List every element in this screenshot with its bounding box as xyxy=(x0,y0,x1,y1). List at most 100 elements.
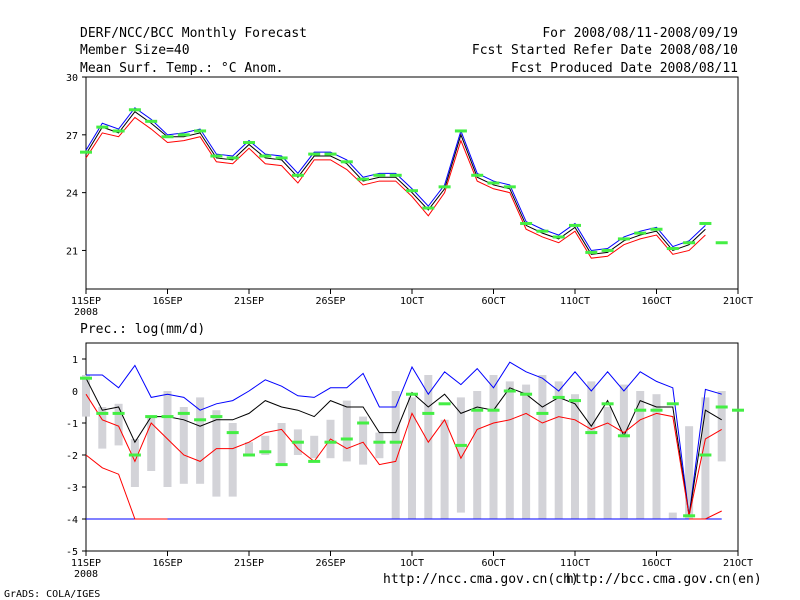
forecast-marker xyxy=(471,173,484,177)
forecast-marker xyxy=(145,119,158,123)
forecast-marker xyxy=(128,108,141,112)
spread-bar xyxy=(538,375,547,519)
forecast-marker xyxy=(715,241,728,245)
forecast-marker xyxy=(210,154,223,158)
spread-bar xyxy=(359,416,368,465)
forecast-marker xyxy=(357,177,370,181)
forecast-marker xyxy=(275,463,288,467)
forecast-marker xyxy=(340,160,353,164)
x-tick-label: 21SEP xyxy=(234,558,264,569)
upper-series-line xyxy=(86,361,722,516)
spread-bar xyxy=(196,397,205,484)
spread-bar xyxy=(636,391,645,519)
y-tick-label: -3 xyxy=(66,483,78,494)
spread-bar xyxy=(587,381,596,519)
forecast-marker xyxy=(243,141,255,145)
spread-bar xyxy=(114,403,123,446)
forecast-marker xyxy=(520,221,533,225)
forecast-marker xyxy=(112,129,125,133)
forecast-marker xyxy=(732,408,744,412)
fcst-started-date: Fcst Started Refer Date 2008/08/10 xyxy=(471,43,738,58)
forecast-marker xyxy=(617,434,630,438)
forecast-marker xyxy=(96,411,109,415)
forecast-marker xyxy=(552,235,565,239)
spread-bar xyxy=(82,375,90,417)
spread-bar xyxy=(652,394,661,519)
spread-bar xyxy=(245,442,253,455)
spread-bar xyxy=(98,407,107,449)
spread-bar xyxy=(310,435,319,459)
forecast-marker xyxy=(487,181,500,185)
spread-bar xyxy=(424,375,433,519)
min-series-line xyxy=(85,454,168,520)
spread-bar xyxy=(505,381,514,519)
forecast-marker xyxy=(243,453,255,457)
forecast-marker xyxy=(308,459,321,463)
spread-bar xyxy=(685,426,694,519)
forecast-marker xyxy=(454,443,467,447)
forecast-marker xyxy=(373,173,386,177)
x-tick-label: 1OCT xyxy=(400,296,424,307)
forecast-marker xyxy=(666,247,679,251)
bcc-url[interactable]: http://bcc.cma.gov.cn(en) xyxy=(566,572,762,587)
y-tick-label: 24 xyxy=(66,189,78,200)
forecast-marker xyxy=(601,402,614,406)
forecast-period: For 2008/08/11-2008/09/19 xyxy=(542,26,738,41)
x-tick-label: 6OCT xyxy=(481,296,505,307)
forecast-marker xyxy=(96,125,109,129)
forecast-marker xyxy=(536,411,549,415)
forecast-marker xyxy=(585,431,598,435)
x-tick-label: 21SEP xyxy=(234,296,264,307)
forecast-marker xyxy=(487,408,500,412)
forecast-marker xyxy=(324,152,337,156)
x-tick-label: 16OCT xyxy=(641,558,671,569)
x-tick-label: 26SEP xyxy=(315,558,345,569)
mean-series-line xyxy=(85,377,722,516)
spread-bar xyxy=(619,384,628,519)
spread-bar xyxy=(261,435,270,455)
forecast-marker xyxy=(226,431,239,435)
forecast-marker xyxy=(308,152,321,156)
spread-bar xyxy=(456,397,465,513)
spread-bar xyxy=(212,410,221,497)
spread-bar xyxy=(554,381,563,519)
forecast-marker xyxy=(471,408,484,412)
forecast-marker xyxy=(194,418,207,422)
forecast-marker xyxy=(683,514,696,518)
spread-bar xyxy=(701,397,710,519)
forecast-marker xyxy=(80,150,92,154)
forecast-marker xyxy=(569,223,581,227)
forecast-marker xyxy=(617,237,630,241)
x-tick-label: 21OCT xyxy=(723,558,753,569)
spread-bar xyxy=(489,375,498,519)
prec-label: Prec.: log(mm/d) xyxy=(80,322,206,337)
forecast-marker xyxy=(340,437,353,441)
forecast-marker xyxy=(389,173,402,177)
forecast-marker xyxy=(259,154,272,158)
forecast-marker xyxy=(634,231,647,235)
forecast-marker xyxy=(128,453,141,457)
forecast-marker xyxy=(666,402,679,406)
x-tick-label: 6OCT xyxy=(481,558,505,569)
forecast-marker xyxy=(275,156,288,160)
temp-plot-frame xyxy=(85,76,739,290)
forecast-marker xyxy=(552,395,565,399)
forecast-marker xyxy=(520,392,533,396)
spread-bar xyxy=(179,407,188,484)
spread-bar xyxy=(375,432,384,459)
forecast-marker xyxy=(699,453,712,457)
x-tick-label: 16SEP xyxy=(152,296,182,307)
forecast-marker xyxy=(210,415,223,419)
forecast-marker xyxy=(683,241,696,245)
forecast-marker xyxy=(715,405,728,409)
forecast-marker xyxy=(145,415,158,419)
forecast-marker xyxy=(357,421,370,425)
forecast-marker xyxy=(503,389,516,393)
x-tick-label: 16SEP xyxy=(152,558,182,569)
ncc-url[interactable]: http://ncc.cma.gov.cn(ch) xyxy=(383,572,579,587)
forecast-marker xyxy=(112,411,125,415)
spread-bar xyxy=(522,384,531,519)
grads-credit: GrADS: COLA/IGES xyxy=(4,589,101,600)
y-tick-label: 30 xyxy=(66,73,78,84)
